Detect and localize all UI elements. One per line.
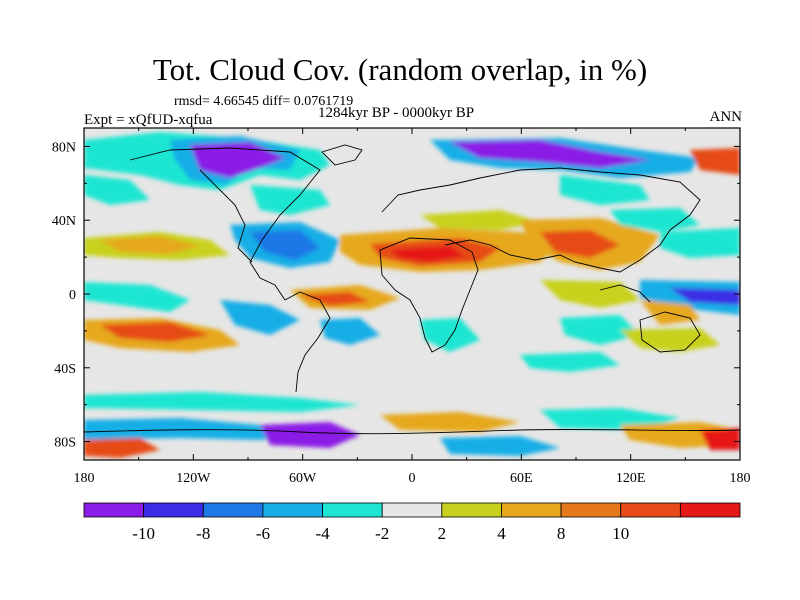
colorbar-box [441, 502, 502, 518]
x-tick-label: 60E [510, 471, 533, 486]
colorbar-box [143, 502, 204, 518]
x-tick-labels: 180 120W 60W 0 60E 120E 180 [74, 471, 751, 486]
x-tick-label: 180 [730, 471, 751, 486]
experiment-label: Expt = xQfUD-xqfua [84, 112, 213, 128]
colorbar-label: 10 [612, 524, 629, 543]
colorbar-box [202, 502, 264, 518]
y-tick-labels: 80N 40N 0 40S 80S [52, 140, 76, 450]
colorbar-box [679, 502, 741, 518]
chart-title: Tot. Cloud Cov. (random overlap, in %) [152, 52, 648, 87]
colorbar-label: -2 [375, 524, 389, 543]
colorbar-box [620, 502, 681, 518]
x-tick-label: 120W [176, 471, 211, 486]
colorbar-label: 4 [497, 524, 506, 543]
period-label: 1284kyr BP - 0000kyr BP [318, 105, 475, 121]
colorbar-label: 2 [438, 524, 447, 543]
y-tick-label: 40N [52, 214, 76, 229]
colorbar-label: -10 [132, 524, 155, 543]
coastlines [84, 144, 740, 435]
colorbar-label: 8 [557, 524, 566, 543]
colorbar-label: -4 [315, 524, 330, 543]
colorbar-label: -8 [196, 524, 210, 543]
colorbar-box [262, 502, 323, 518]
colorbar-box [322, 502, 383, 518]
colorbar-labels: -10 -8 -6 -4 -2 2 4 8 10 [132, 524, 629, 543]
season-label: ANN [709, 109, 743, 125]
colorbar-box [83, 502, 145, 518]
y-tick-label: 80S [54, 436, 76, 451]
colorbar-box [381, 502, 443, 518]
x-tick-label: 0 [409, 471, 416, 486]
x-tick-label: 60W [289, 471, 317, 486]
stats-line: rmsd= 4.66545 diff= 0.0761719 [174, 94, 354, 109]
x-tick-label: 120E [616, 471, 646, 486]
colorbar [83, 502, 741, 518]
y-tick-label: 40S [54, 362, 76, 377]
x-tick-label: 180 [74, 471, 95, 486]
colorbar-box [560, 502, 622, 518]
axis-ticks [83, 128, 741, 460]
anomaly-field [84, 132, 740, 458]
y-tick-label: 80N [52, 140, 76, 155]
colorbar-box [501, 502, 562, 518]
y-tick-label: 0 [69, 288, 76, 303]
colorbar-label: -6 [256, 524, 270, 543]
